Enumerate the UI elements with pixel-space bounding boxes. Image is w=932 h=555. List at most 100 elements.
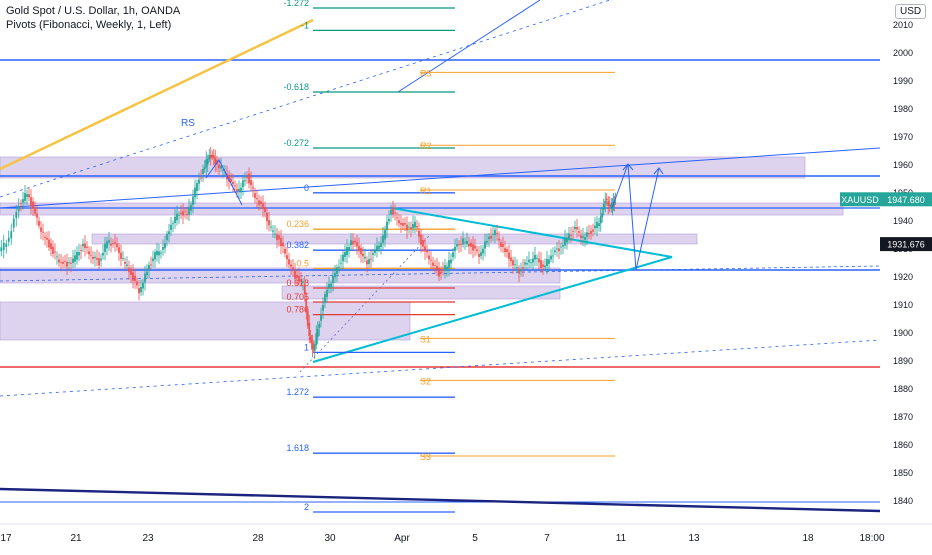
candle[interactable]	[322, 304, 324, 311]
candle[interactable]	[536, 257, 538, 259]
candle[interactable]	[464, 241, 466, 243]
candle[interactable]	[586, 232, 588, 237]
candle[interactable]	[80, 250, 82, 252]
candle[interactable]	[54, 251, 56, 253]
candle[interactable]	[158, 251, 160, 256]
candle[interactable]	[170, 224, 172, 230]
candle[interactable]	[462, 238, 464, 245]
candle[interactable]	[384, 229, 386, 240]
candle[interactable]	[336, 267, 338, 274]
zone-rect[interactable]	[91, 233, 698, 245]
candle[interactable]	[522, 267, 524, 269]
candle[interactable]	[368, 259, 370, 265]
candle[interactable]	[340, 262, 342, 264]
candle[interactable]	[60, 262, 62, 264]
candle[interactable]	[70, 262, 72, 264]
candle[interactable]	[28, 194, 30, 198]
candle[interactable]	[446, 266, 448, 271]
candle[interactable]	[152, 258, 154, 262]
candle[interactable]	[104, 243, 106, 252]
candle[interactable]	[316, 328, 319, 338]
candle[interactable]	[410, 227, 412, 229]
candle[interactable]	[356, 242, 358, 247]
candle[interactable]	[472, 244, 474, 251]
candle[interactable]	[580, 235, 582, 238]
candle[interactable]	[315, 333, 318, 346]
candle[interactable]	[154, 252, 156, 260]
candle[interactable]	[400, 223, 402, 225]
candle[interactable]	[200, 177, 202, 179]
candle[interactable]	[396, 217, 398, 219]
candle[interactable]	[516, 267, 518, 268]
candle[interactable]	[84, 243, 86, 249]
candle[interactable]	[36, 213, 38, 218]
candle[interactable]	[178, 214, 180, 216]
candle[interactable]	[320, 315, 322, 321]
candle[interactable]	[272, 230, 274, 232]
candle[interactable]	[546, 258, 548, 267]
candle[interactable]	[220, 166, 222, 169]
candle[interactable]	[422, 239, 424, 247]
candle[interactable]	[186, 213, 188, 216]
candle[interactable]	[468, 243, 470, 247]
candle[interactable]	[594, 225, 596, 229]
navy-trendline[interactable]	[0, 487, 881, 513]
candle[interactable]	[448, 259, 450, 268]
candle[interactable]	[64, 260, 66, 262]
candle[interactable]	[10, 231, 13, 239]
candle[interactable]	[416, 226, 418, 228]
candle[interactable]	[566, 237, 568, 243]
candle[interactable]	[570, 235, 572, 237]
candle[interactable]	[572, 231, 574, 232]
candle[interactable]	[302, 281, 304, 283]
candle[interactable]	[444, 265, 446, 271]
candle[interactable]	[344, 252, 346, 257]
candle[interactable]	[282, 242, 284, 247]
dashed-trendline-lower[interactable]	[0, 339, 881, 397]
candle[interactable]	[350, 240, 352, 246]
candle[interactable]	[190, 204, 192, 211]
candle[interactable]	[530, 262, 532, 264]
candle[interactable]	[578, 231, 580, 233]
candle[interactable]	[458, 244, 460, 246]
candle[interactable]	[174, 216, 176, 223]
fib-diagonal[interactable]	[299, 234, 431, 373]
candle[interactable]	[548, 259, 550, 264]
candle[interactable]	[492, 233, 494, 235]
candle[interactable]	[122, 258, 124, 259]
candle[interactable]	[58, 259, 60, 263]
candle[interactable]	[62, 261, 64, 264]
candle[interactable]	[17, 206, 20, 212]
candle[interactable]	[306, 311, 309, 326]
candle[interactable]	[236, 189, 238, 192]
candle[interactable]	[120, 252, 122, 259]
candle[interactable]	[184, 211, 186, 213]
candle[interactable]	[234, 185, 236, 187]
projection-arrow[interactable]	[653, 167, 664, 175]
candle[interactable]	[242, 180, 244, 188]
candle[interactable]	[150, 264, 152, 266]
candle[interactable]	[540, 260, 542, 269]
candle[interactable]	[482, 248, 484, 254]
candle[interactable]	[408, 226, 410, 228]
candle[interactable]	[604, 200, 607, 204]
candle[interactable]	[560, 246, 562, 248]
candle[interactable]	[430, 259, 432, 261]
blue-ray[interactable]	[397, 0, 541, 93]
candle[interactable]	[100, 258, 102, 261]
candle[interactable]	[318, 323, 321, 328]
candle[interactable]	[34, 207, 36, 214]
candle[interactable]	[138, 288, 140, 294]
candle[interactable]	[50, 243, 52, 250]
candle[interactable]	[360, 247, 362, 255]
candle[interactable]	[338, 266, 340, 268]
candle[interactable]	[32, 201, 34, 209]
upper-trendline[interactable]	[0, 147, 881, 209]
candle[interactable]	[608, 204, 611, 207]
candle[interactable]	[326, 289, 328, 297]
candle[interactable]	[370, 258, 372, 260]
candle[interactable]	[132, 272, 134, 281]
candle[interactable]	[582, 236, 584, 238]
candle[interactable]	[112, 243, 114, 245]
candle[interactable]	[74, 255, 76, 262]
